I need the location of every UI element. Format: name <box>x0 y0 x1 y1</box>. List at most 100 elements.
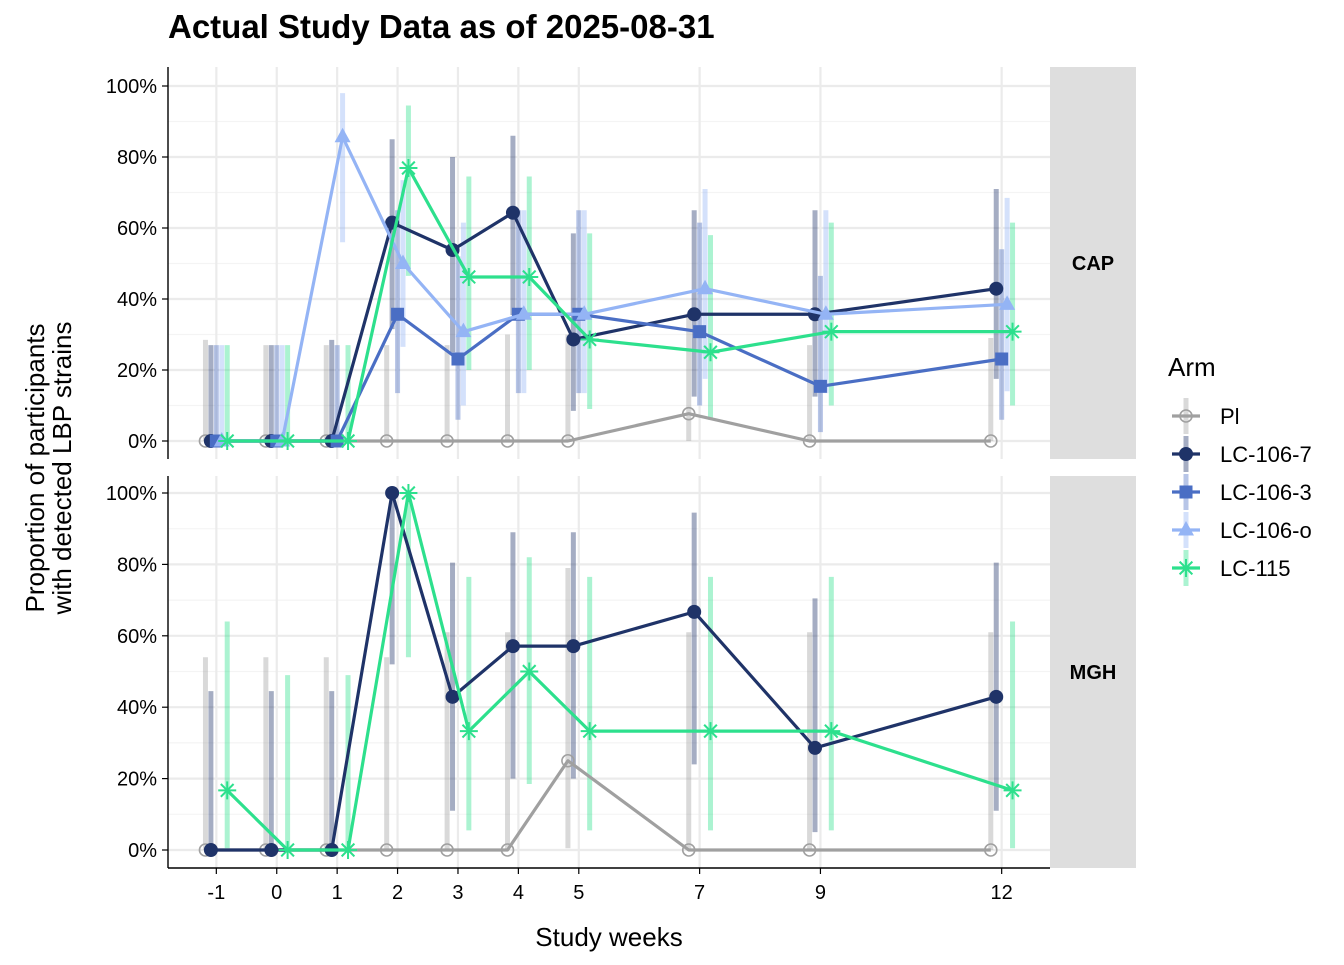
data-point <box>440 843 454 857</box>
data-point <box>385 486 400 500</box>
data-point <box>813 379 827 393</box>
data-point <box>697 279 714 295</box>
data-point <box>399 484 418 502</box>
series-line <box>221 135 1008 443</box>
asterisk-stroke <box>220 783 235 798</box>
data-point <box>1003 781 1022 800</box>
data-point <box>808 740 823 755</box>
legend-item-pl: Pl <box>1172 398 1240 434</box>
legend-item-lc-106-o: LC-106-o <box>1172 512 1312 548</box>
y-tick-label: 20% <box>117 360 157 382</box>
y-axis-title-line: with detected LBP strains <box>47 322 77 616</box>
x-tick-label: 12 <box>991 882 1013 904</box>
data-point <box>391 307 405 321</box>
y-tick-label: 100% <box>106 76 157 98</box>
data-point <box>802 434 817 448</box>
asterisk-stroke <box>522 269 537 285</box>
data-point <box>278 841 297 859</box>
data-point <box>561 753 575 768</box>
data-point <box>687 307 702 322</box>
asterisk-stroke <box>703 345 718 360</box>
data-point <box>983 434 998 448</box>
x-tick-label: 7 <box>694 882 705 904</box>
data-point <box>817 305 834 320</box>
legend-title: Arm <box>1168 352 1216 382</box>
data-point <box>339 432 358 450</box>
data-point <box>520 267 539 286</box>
legend-marker <box>1178 521 1194 536</box>
data-point <box>278 432 297 450</box>
asterisk-stroke <box>340 433 356 449</box>
chart-title: Actual Study Data as of 2025-08-31 <box>168 8 715 45</box>
x-axis-title: Study weeks <box>535 922 682 952</box>
data-point <box>445 689 460 704</box>
data-point <box>576 305 593 320</box>
data-point <box>203 843 218 857</box>
data-point <box>339 841 358 859</box>
data-point <box>580 330 599 349</box>
asterisk-stroke <box>280 433 295 449</box>
asterisk-stroke <box>220 433 235 449</box>
data-point <box>561 434 575 448</box>
legend-label: LC-106-3 <box>1220 480 1312 505</box>
data-point <box>681 406 696 421</box>
data-point <box>440 434 454 448</box>
legend-label: LC-106-7 <box>1220 442 1312 467</box>
x-tick-label: 9 <box>815 882 826 904</box>
asterisk-stroke <box>522 664 537 679</box>
legend-marker <box>1179 447 1193 461</box>
data-point <box>802 843 817 857</box>
facet-strip <box>1050 67 1136 459</box>
legend-label: LC-115 <box>1220 556 1291 581</box>
data-point <box>999 295 1016 310</box>
asterisk-stroke <box>401 485 416 501</box>
data-point <box>399 159 418 178</box>
asterisk-stroke <box>280 842 295 858</box>
data-point <box>701 722 720 741</box>
data-point <box>1003 322 1022 341</box>
legend-label: Pl <box>1220 404 1240 429</box>
panel-cap: 0% 20% 40% 60% 80% 100% CAP <box>106 67 1136 459</box>
series-line <box>227 166 1013 443</box>
data-point <box>218 781 237 800</box>
asterisk-stroke <box>582 724 597 739</box>
data-point <box>505 639 520 654</box>
data-point <box>218 432 237 450</box>
data-point <box>983 843 998 857</box>
data-point <box>989 281 1004 296</box>
facet-strip <box>1050 476 1136 868</box>
data-point <box>500 843 515 857</box>
data-point <box>334 127 351 143</box>
asterisk-stroke <box>582 332 597 347</box>
errorbars-lc-115 <box>224 105 1016 441</box>
data-point <box>500 434 515 448</box>
legend-marker <box>1179 485 1193 499</box>
y-axis-title-line: Proportion of participants <box>20 323 50 612</box>
asterisk-stroke <box>1178 560 1194 576</box>
legend-item-lc-115: LC-115 <box>1172 550 1291 586</box>
data-point <box>822 322 841 341</box>
legend-item-lc-106-3: LC-106-3 <box>1172 474 1312 510</box>
data-point <box>459 722 478 741</box>
facet-label: MGH <box>1070 662 1117 684</box>
data-point <box>379 434 394 448</box>
asterisk-stroke <box>824 324 839 339</box>
y-tick-label: 0% <box>128 431 157 453</box>
x-tick-label: 1 <box>332 882 343 904</box>
data-point <box>455 322 472 338</box>
asterisk-stroke <box>461 269 476 285</box>
data-point <box>822 722 841 741</box>
data-point <box>451 352 465 366</box>
y-tick-label: 60% <box>117 626 157 648</box>
data-point <box>459 267 478 286</box>
x-tick-label: 4 <box>513 882 524 904</box>
y-tick-label: 40% <box>117 289 157 311</box>
legend-marker <box>1179 409 1193 423</box>
data-point <box>580 722 599 741</box>
series-line <box>226 491 1014 852</box>
y-tick-label: 0% <box>128 840 157 862</box>
asterisk-stroke <box>1005 324 1020 339</box>
data-point <box>394 254 411 269</box>
